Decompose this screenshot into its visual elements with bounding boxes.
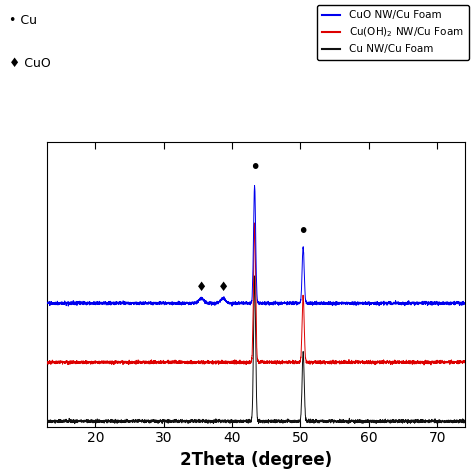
Legend: CuO NW/Cu Foam, Cu(OH)$_2$ NW/Cu Foam, Cu NW/Cu Foam: CuO NW/Cu Foam, Cu(OH)$_2$ NW/Cu Foam, C… — [317, 5, 469, 60]
Text: ♦: ♦ — [196, 281, 207, 294]
Text: • Cu: • Cu — [9, 14, 37, 27]
Text: •: • — [249, 157, 260, 176]
Text: ♦ CuO: ♦ CuO — [9, 57, 51, 70]
Text: •: • — [298, 222, 309, 241]
Text: ♦: ♦ — [218, 281, 229, 294]
X-axis label: 2Theta (degree): 2Theta (degree) — [180, 451, 332, 469]
